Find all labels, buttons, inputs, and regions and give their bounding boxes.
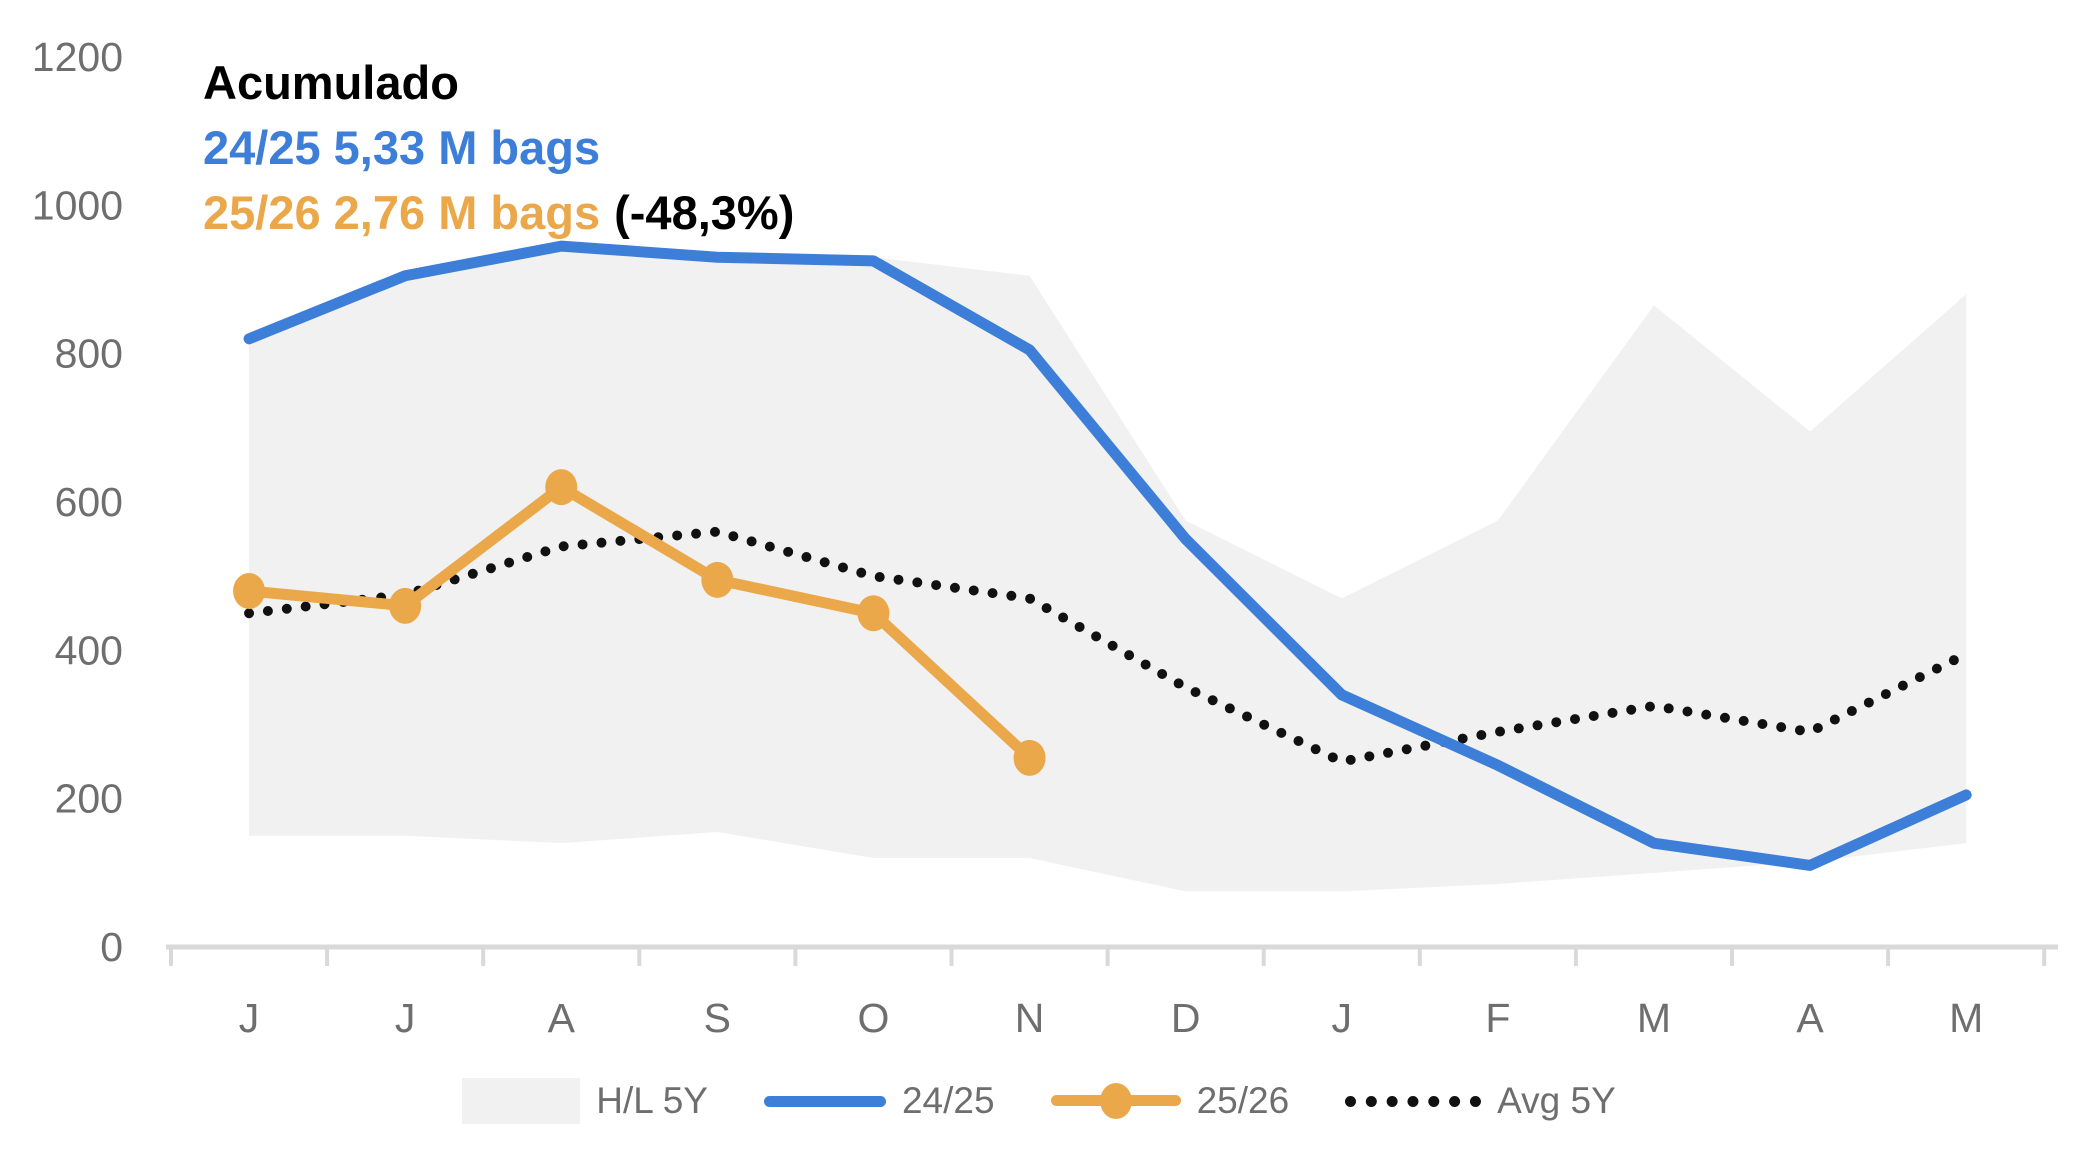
legend-label-hl5y: H/L 5Y (596, 1080, 708, 1121)
legend-item-2526: 25/26 (1050, 1078, 1290, 1124)
x-axis-month-label: S (704, 995, 731, 1041)
data-point-25-26 (545, 469, 578, 506)
delta-percentage-label: (-48,3%) (614, 186, 795, 239)
legend-item-2425: 24/25 (763, 1080, 995, 1122)
y-axis-label: 1000 (32, 182, 123, 228)
band-swatch-icon (462, 1078, 581, 1124)
accumulated-2425-label: 24/25 5,33 M bags (203, 121, 601, 174)
chart-title-block: Acumulado 24/25 5,33 M bags 25/26 2,76 M… (203, 50, 794, 245)
y-axis-label: 0 (100, 924, 123, 970)
legend-item-avg5y: Avg 5Y (1345, 1080, 1616, 1122)
y-axis-label: 400 (55, 627, 123, 673)
data-point-25-26 (701, 561, 734, 598)
x-axis-month-label: M (1949, 995, 1983, 1041)
x-axis-month-label: O (857, 995, 889, 1041)
x-axis-month-label: A (1796, 995, 1824, 1041)
orange-line-dot-swatch-icon (1050, 1078, 1181, 1124)
legend-label-avg5y: Avg 5Y (1497, 1080, 1616, 1121)
line-24-25 (243, 240, 1972, 871)
chart-title: Acumulado (203, 56, 459, 109)
blue-line-swatch-icon (763, 1095, 886, 1107)
line-25-26 (243, 481, 1036, 764)
x-axis-month-label: J (239, 995, 260, 1041)
legend-item-hl5y: H/L 5Y (462, 1078, 708, 1124)
y-axis-label: 800 (55, 331, 123, 377)
y-axis-label: 1200 (32, 34, 123, 80)
x-axis-month-label: D (1171, 995, 1201, 1041)
y-axis-label: 600 (55, 479, 123, 525)
x-axis-month-label: J (1332, 995, 1353, 1041)
data-point-25-26 (857, 595, 890, 632)
accumulated-2526-label: 25/26 2,76 M bags (203, 186, 601, 239)
x-axis-month-label: A (548, 995, 576, 1041)
legend: H/L 5Y 24/25 25/26 Avg 5Y (0, 1078, 2078, 1124)
legend-label-2526: 25/26 (1196, 1080, 1290, 1121)
x-axis-month-label: F (1485, 995, 1510, 1041)
data-point-25-26 (389, 587, 422, 624)
y-axis-label: 200 (55, 776, 123, 822)
legend-label-2425: 24/25 (901, 1080, 995, 1121)
x-axis-month-label: N (1015, 995, 1045, 1041)
x-axis-month-label: M (1637, 995, 1671, 1041)
dotted-line-swatch-icon (1345, 1095, 1482, 1107)
data-point-25-26 (233, 572, 266, 609)
data-point-25-26 (1013, 739, 1046, 776)
x-axis-month-label: J (395, 995, 416, 1041)
